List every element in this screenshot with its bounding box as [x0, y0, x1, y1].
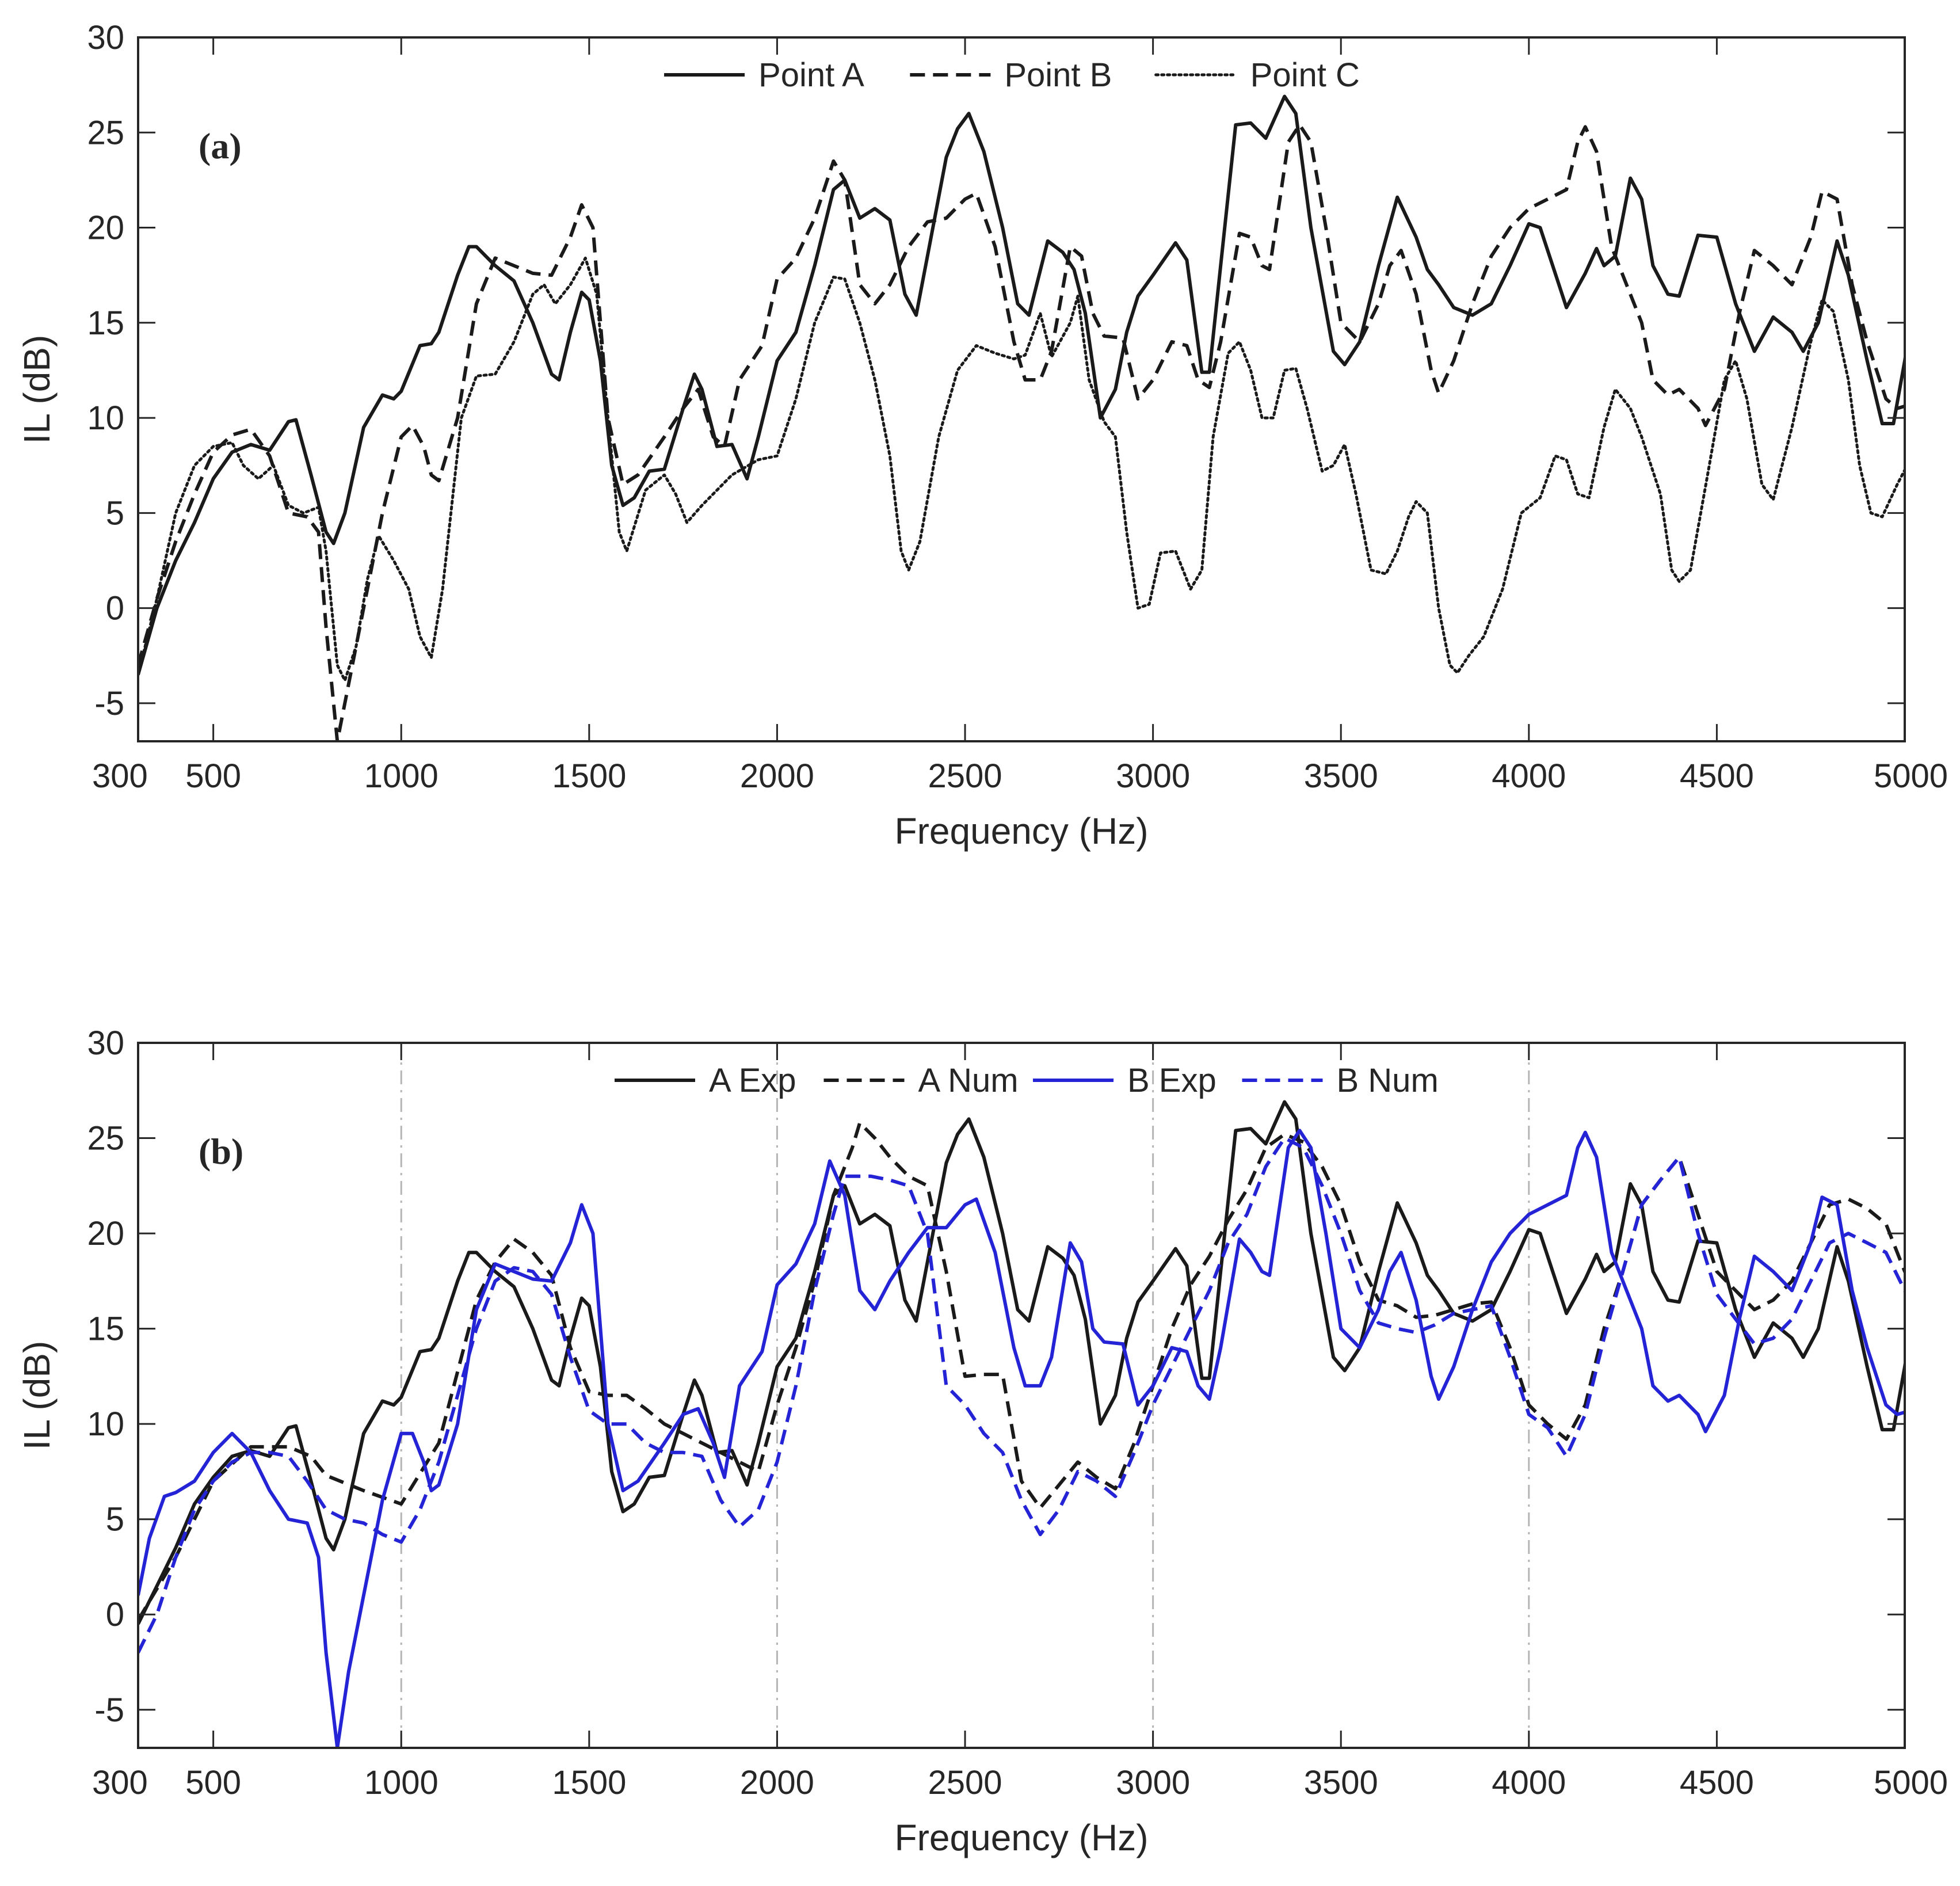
y-tick-label: 10	[87, 1405, 124, 1443]
x-tick-label: 500	[185, 757, 241, 795]
series-line-b-num	[138, 1136, 1905, 1653]
x-tick-label: 3000	[1116, 1764, 1190, 1801]
axes-box	[137, 1042, 1906, 1749]
panel-b: 300 500 1000 1500 2000 2500 3000 3500 4000 4500 50…	[16, 1024, 1948, 1858]
series-line-a-num	[138, 1121, 1905, 1621]
series-line-point-b	[138, 123, 1905, 741]
y-tick-label: 20	[87, 209, 124, 247]
y-axis-label: IL (dB)	[16, 335, 58, 444]
series-line-point-a	[138, 94, 1905, 676]
y-tick-label: 15	[87, 304, 124, 342]
y-tick-label: 25	[87, 1120, 124, 1157]
x-tick-label: 5000	[1874, 1764, 1948, 1801]
x-tick-label: 4000	[1492, 757, 1566, 795]
axes-box	[137, 36, 1906, 742]
y-tick-label: 30	[87, 1024, 124, 1062]
y-tick-label: 5	[106, 1501, 124, 1538]
y-tick-label: -5	[94, 1691, 124, 1729]
y-axis-label: IL (dB)	[16, 1341, 58, 1450]
x-tick-label: 300	[92, 1764, 148, 1801]
x-tick-label: 2500	[928, 757, 1002, 795]
legend-label: B Exp	[1127, 1062, 1217, 1099]
x-tick-label: 3500	[1304, 757, 1378, 795]
legend: A Exp A Num B Exp B Num	[615, 1062, 1439, 1099]
legend-label: B Num	[1337, 1062, 1439, 1099]
x-tick-label: 500	[185, 1764, 241, 1801]
x-tick-label: 2000	[740, 757, 814, 795]
x-tick-label: 4000	[1492, 1764, 1566, 1801]
x-tick-label: 2500	[928, 1764, 1002, 1801]
y-tick-label: 10	[87, 399, 124, 437]
legend-label: Point B	[1004, 56, 1112, 94]
x-tick-label: 4500	[1680, 757, 1754, 795]
series-line-a-exp	[138, 1100, 1905, 1625]
legend-label: Point C	[1250, 56, 1360, 94]
legend: Point A Point B Point C	[664, 56, 1360, 94]
x-tick-label: 1000	[364, 757, 438, 795]
panel-label: (b)	[199, 1131, 243, 1172]
panel-a: 300 500 1000 1500 2000 2500 3000 3500 4000 4500 50…	[16, 19, 1948, 852]
x-tick-label: 1500	[552, 757, 626, 795]
legend-label: A Exp	[709, 1062, 796, 1099]
x-axis-label: Frequency (Hz)	[895, 1817, 1149, 1858]
y-tick-label: 20	[87, 1215, 124, 1252]
y-tick-label: 0	[106, 1596, 124, 1633]
series-line-b-exp	[138, 1129, 1905, 1748]
x-tick-label: 4500	[1680, 1764, 1754, 1801]
y-tick-label: 25	[87, 114, 124, 151]
panel-label: (a)	[199, 125, 242, 166]
legend-label: A Num	[918, 1062, 1019, 1099]
y-tick-label: 5	[106, 494, 124, 532]
series-group	[138, 94, 1905, 741]
x-tick-label: 2000	[740, 1764, 814, 1801]
x-tick-label: 1500	[552, 1764, 626, 1801]
x-tick-label: 3000	[1116, 757, 1190, 795]
y-tick-label: -5	[94, 685, 124, 722]
series-line-point-c	[138, 256, 1905, 682]
series-group	[138, 1100, 1905, 1748]
x-tick-label: 5000	[1874, 757, 1948, 795]
y-tick-label: 30	[87, 19, 124, 56]
y-tick-label: 15	[87, 1310, 124, 1348]
x-axis-label: Frequency (Hz)	[895, 810, 1149, 852]
x-tick-label: 1000	[364, 1764, 438, 1801]
y-tick-label: 0	[106, 590, 124, 627]
legend-label: Point A	[758, 56, 864, 94]
x-tick-label: 300	[92, 757, 148, 795]
x-tick-label: 3500	[1304, 1764, 1378, 1801]
